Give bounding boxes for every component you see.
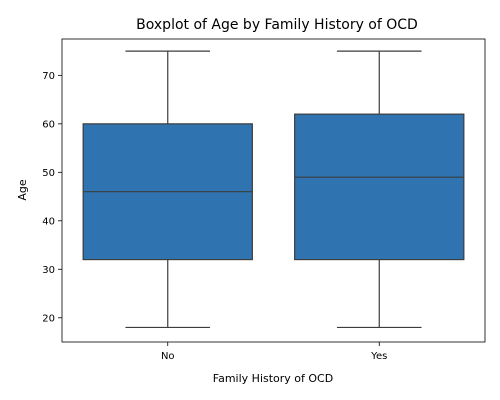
y-tick-label: 50	[42, 168, 55, 179]
box-iqr	[294, 113, 465, 261]
y-axis: 20 30 40 50 60 70	[42, 71, 62, 324]
box-group-yes	[294, 50, 465, 329]
y-tick-label: 40	[42, 216, 55, 227]
x-axis-label: Family History of OCD	[213, 372, 333, 385]
y-tick-label: 70	[42, 71, 55, 82]
y-axis-label: Age	[16, 179, 29, 201]
box-group-no	[82, 50, 253, 329]
x-tick-label: No	[161, 351, 175, 362]
boxes-layer	[82, 50, 465, 329]
plot-area	[61, 38, 486, 343]
x-tick-label: Yes	[370, 351, 387, 362]
y-tick-label: 30	[42, 265, 55, 276]
y-tick-label: 60	[42, 119, 55, 130]
y-tick-label: 20	[42, 313, 55, 324]
chart-title: Boxplot of Age by Family History of OCD	[136, 17, 418, 33]
x-axis: No Yes	[161, 342, 387, 362]
plot-frame	[61, 38, 486, 343]
